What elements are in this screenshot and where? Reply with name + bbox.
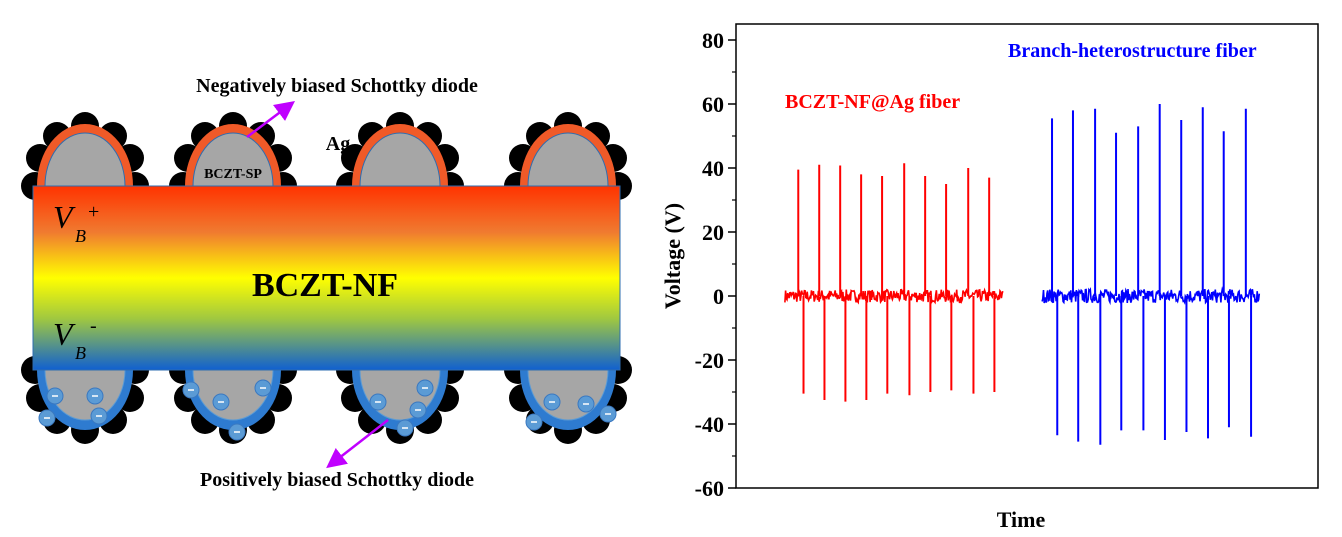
electron-icon [543,393,561,411]
vb-plus-label: V B + [53,199,99,246]
y-axis: -60 -40 -20 0 20 40 60 80 [695,28,736,501]
y-axis-label: Voltage (V) [660,203,685,309]
bczt-sp-label: BCZT-SP [204,167,262,182]
y-tick-label: 0 [713,284,724,309]
electron-icon [369,393,387,411]
vb-symbol: V [53,316,76,352]
electron-icon [409,401,427,419]
top-particles [21,112,632,200]
vb-plus: + [88,201,99,223]
electron-icon [46,387,64,405]
electron-icon [416,379,434,397]
electron-icon [182,381,200,399]
vb-minus-label: V B - [53,315,97,363]
baseline-noise-trace [784,287,1004,305]
positively-biased-particle [169,356,297,444]
baseline-noise-trace [1041,286,1261,306]
plot-frame [735,23,1319,489]
y-tick-label: 80 [702,28,724,53]
y-tick-label: 40 [702,156,724,181]
bczt-sp-particle [44,132,126,187]
electron-icon [90,407,108,425]
schottky-diagram: Negatively biased Schottky diode Ag BCZT… [21,75,632,491]
electron-icon [254,379,272,397]
ag-coated-particle [336,112,464,200]
vb-subscript: B [75,226,86,246]
bczt-sp-particle [359,132,441,187]
electron-icon [396,419,414,437]
voltage-chart: -60 -40 -20 0 20 40 60 80 Branch-heterostructur… [660,23,1319,532]
legend-ag-fiber: BCZT-NF@Ag fiber [785,91,960,113]
electron-icon [228,423,246,441]
negative-diode-label: Negatively biased Schottky diode [196,75,478,97]
y-tick-label: 20 [702,220,724,245]
series-bczt-nf-ag [784,163,1004,402]
series-branch-heterostructure [1041,104,1261,445]
bczt-nf-label: BCZT-NF [252,267,398,304]
y-tick-label: -40 [695,412,724,437]
vb-symbol: V [53,199,76,235]
electron-icon [577,395,595,413]
y-tick-label: -20 [695,348,724,373]
vb-subscript: B [75,343,86,363]
arrow-icon [246,101,295,138]
electron-icon [212,393,230,411]
y-tick-label: -60 [695,476,724,501]
traces [784,104,1261,445]
x-axis-label: Time [997,507,1046,532]
ag-label: Ag [326,133,350,155]
electron-icon [599,405,617,423]
electron-icon [38,409,56,427]
bczt-nf-body [32,185,621,371]
bczt-sp-particle [527,132,609,187]
electron-icon [525,413,543,431]
positive-diode-label: Positively biased Schottky diode [200,469,474,491]
bczt-sp-particle [192,132,274,187]
arrow-icon [326,419,389,469]
vb-minus: - [90,315,97,337]
y-tick-label: 60 [702,92,724,117]
electron-icon [86,387,104,405]
legend-branch-fiber: Branch-heterostructure fiber [1008,40,1257,62]
positively-biased-particle [504,356,632,444]
